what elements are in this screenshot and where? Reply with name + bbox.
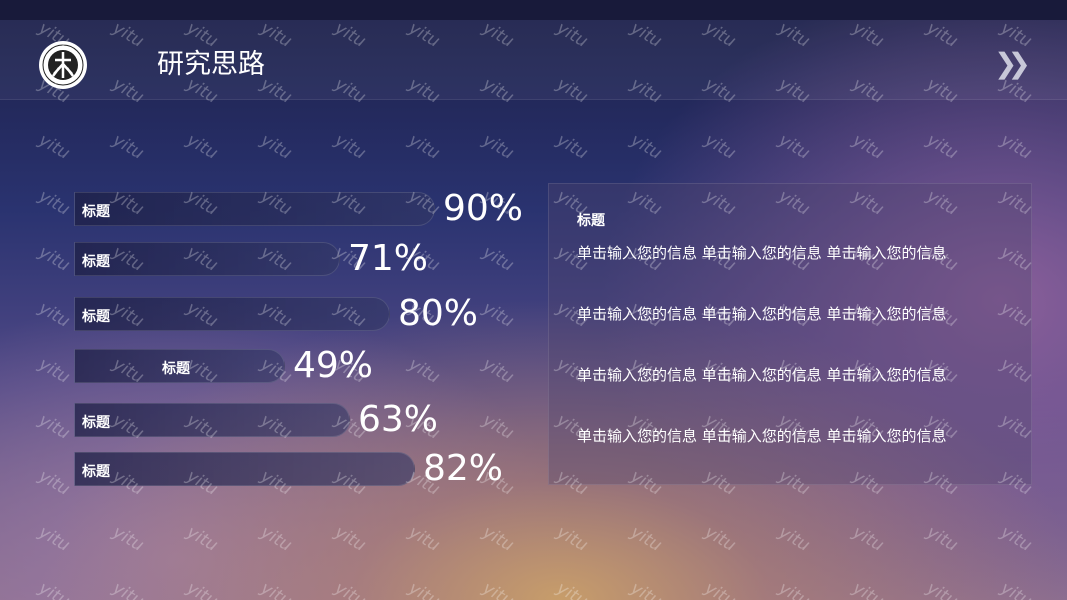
watermark: yitu [109, 522, 148, 556]
progress-bar: 标题 [74, 452, 415, 486]
watermark: yitu [405, 522, 444, 556]
watermark: yitu [997, 578, 1036, 600]
bar-percent: 71% [348, 238, 429, 279]
watermark: yitu [35, 298, 74, 332]
watermark: yitu [701, 130, 740, 164]
bar-label: 标题 [82, 415, 110, 431]
watermark: yitu [35, 354, 74, 388]
watermark: yitu [35, 578, 74, 600]
watermark: yitu [627, 130, 666, 164]
bar-label: 标题 [162, 361, 190, 377]
bar-label: 标题 [82, 309, 110, 325]
watermark: yitu [35, 130, 74, 164]
panel-title: 标题 [577, 213, 605, 229]
watermark: yitu [35, 242, 74, 276]
watermark: yitu [849, 522, 888, 556]
watermark: yitu [479, 522, 518, 556]
progress-bar: 标题 [74, 349, 285, 383]
watermark: yitu [849, 578, 888, 600]
header-band [0, 20, 1067, 100]
watermark: yitu [701, 522, 740, 556]
bar-percent: 63% [358, 399, 439, 440]
watermark: yitu [479, 354, 518, 388]
progress-bar: 标题 [74, 242, 340, 276]
watermark: yitu [257, 130, 296, 164]
watermark: yitu [479, 130, 518, 164]
watermark: yitu [997, 130, 1036, 164]
watermark: yitu [701, 578, 740, 600]
watermark: yitu [775, 578, 814, 600]
watermark: yitu [923, 522, 962, 556]
watermark: yitu [627, 578, 666, 600]
bar-label: 标题 [82, 254, 110, 270]
university-seal-icon [39, 41, 87, 89]
bar-percent: 80% [398, 293, 479, 334]
watermark: yitu [923, 578, 962, 600]
bar-percent: 49% [293, 345, 374, 386]
watermark: yitu [849, 130, 888, 164]
bar-percent: 82% [423, 448, 504, 489]
panel-paragraph: 单击输入您的信息 单击输入您的信息 单击输入您的信息 [577, 305, 947, 323]
watermark: yitu [257, 522, 296, 556]
watermark: yitu [479, 298, 518, 332]
watermark: yitu [35, 186, 74, 220]
panel-paragraph: 单击输入您的信息 单击输入您的信息 单击输入您的信息 [577, 427, 947, 445]
bar-percent: 90% [443, 188, 524, 229]
watermark: yitu [627, 522, 666, 556]
top-strip [0, 0, 1067, 20]
watermark: yitu [479, 578, 518, 600]
watermark: yitu [405, 354, 444, 388]
progress-bar: 标题 [74, 192, 435, 226]
watermark: yitu [257, 578, 296, 600]
watermark: yitu [183, 522, 222, 556]
bar-label: 标题 [82, 204, 110, 220]
watermark: yitu [775, 522, 814, 556]
watermark: yitu [553, 130, 592, 164]
watermark: yitu [183, 130, 222, 164]
page-title: 研究思路 [157, 49, 265, 80]
watermark: yitu [331, 522, 370, 556]
watermark: yitu [405, 130, 444, 164]
watermark: yitu [553, 578, 592, 600]
watermark: yitu [775, 130, 814, 164]
double-chevron-right-icon[interactable]: ❯❯ [994, 47, 1031, 80]
progress-bar: 标题 [74, 403, 350, 437]
watermark: yitu [109, 130, 148, 164]
watermark: yitu [35, 466, 74, 500]
watermark: yitu [331, 130, 370, 164]
bar-label: 标题 [82, 464, 110, 480]
watermark: yitu [479, 410, 518, 444]
watermark: yitu [997, 522, 1036, 556]
watermark: yitu [109, 578, 148, 600]
watermark: yitu [35, 522, 74, 556]
progress-bar: 标题 [74, 297, 390, 331]
panel-paragraph: 单击输入您的信息 单击输入您的信息 单击输入您的信息 [577, 244, 947, 262]
watermark: yitu [479, 242, 518, 276]
watermark: yitu [331, 578, 370, 600]
watermark: yitu [35, 410, 74, 444]
watermark: yitu [183, 578, 222, 600]
info-panel: 标题 单击输入您的信息 单击输入您的信息 单击输入您的信息 单击输入您的信息 单… [548, 183, 1032, 485]
panel-paragraph: 单击输入您的信息 单击输入您的信息 单击输入您的信息 [577, 366, 947, 384]
watermark: yitu [553, 522, 592, 556]
watermark: yitu [405, 578, 444, 600]
watermark: yitu [923, 130, 962, 164]
